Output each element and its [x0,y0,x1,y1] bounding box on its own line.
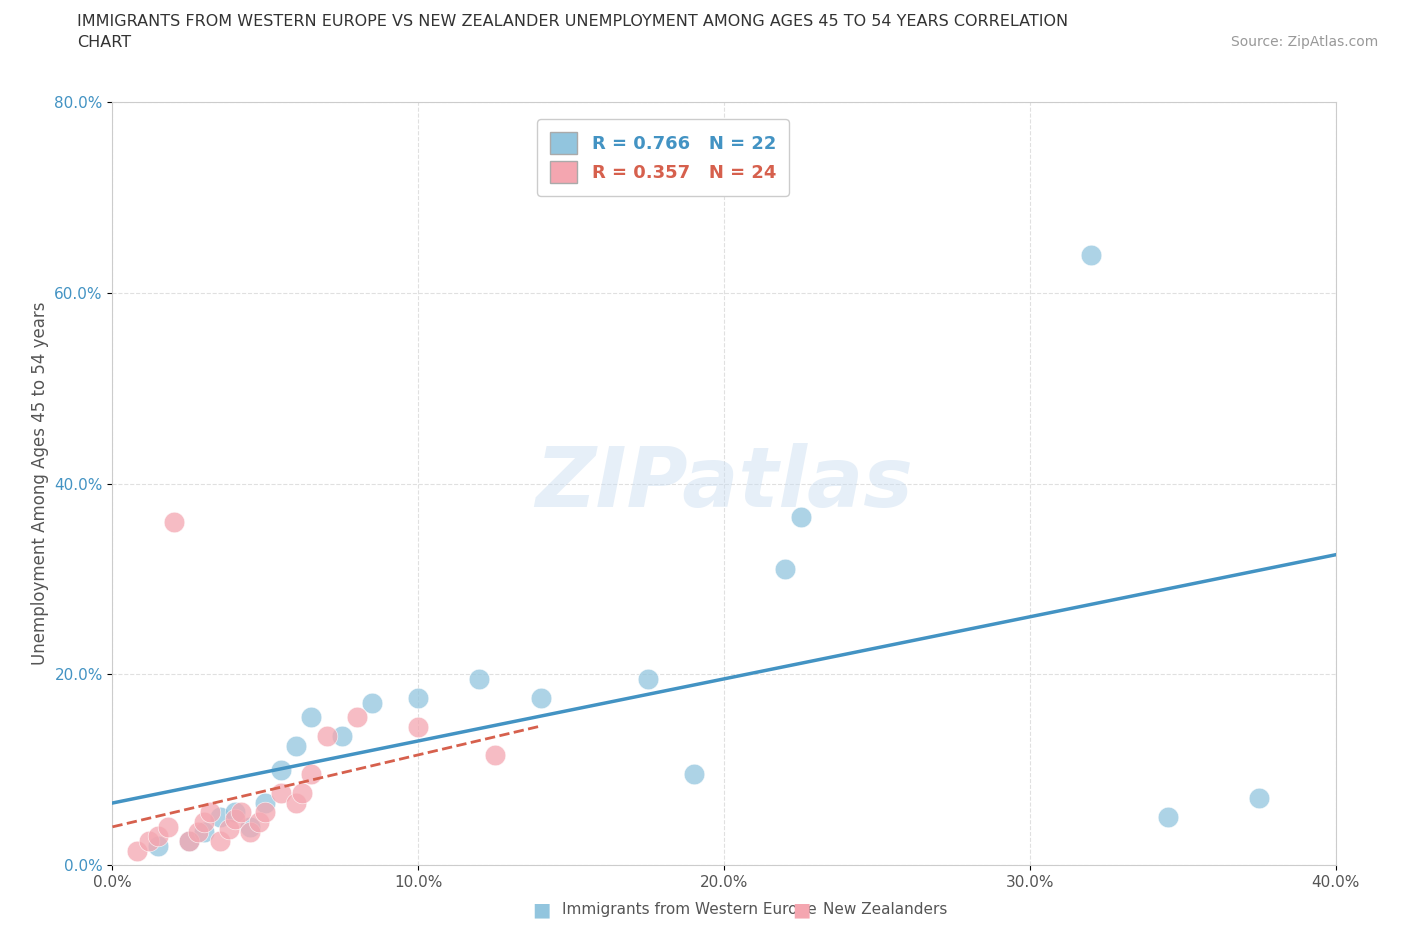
Point [148,829,170,844]
Text: Source: ZipAtlas.com: Source: ZipAtlas.com [1230,35,1378,49]
Point [224,812,246,827]
Point [138,833,160,848]
Text: Immigrants from Western Europe: Immigrants from Western Europe [562,902,817,917]
Point [408,719,430,734]
Point [224,805,246,820]
Point [177,833,200,848]
Point [1080,247,1102,262]
Point [361,696,384,711]
Point [1249,790,1271,805]
Point [299,767,322,782]
Point [208,833,231,848]
Point [284,738,308,753]
Point [163,514,186,529]
Text: ZIPatlas: ZIPatlas [536,443,912,525]
Text: IMMIGRANTS FROM WESTERN EUROPE VS NEW ZEALANDER UNEMPLOYMENT AMONG AGES 45 TO 54: IMMIGRANTS FROM WESTERN EUROPE VS NEW ZE… [77,14,1069,29]
Point [299,710,322,724]
Point [1156,810,1178,825]
Point [177,833,200,848]
Point [408,691,430,706]
Point [254,795,277,810]
Point [200,805,222,820]
Legend: R = 0.766   N = 22, R = 0.357   N = 24: R = 0.766 N = 22, R = 0.357 N = 24 [537,119,789,195]
Point [637,671,659,686]
Point [247,815,270,830]
Point [346,710,368,724]
Point [484,748,506,763]
Point [208,810,231,825]
Text: ■: ■ [531,900,551,919]
Point [789,510,811,525]
Text: New Zealanders: New Zealanders [823,902,946,917]
Point [468,671,491,686]
Text: CHART: CHART [77,35,131,50]
Point [156,819,179,834]
Point [330,729,353,744]
Point [270,786,292,801]
Text: ■: ■ [792,900,811,919]
Point [218,821,240,836]
Y-axis label: Unemployment Among Ages 45 to 54 years: Unemployment Among Ages 45 to 54 years [31,302,49,665]
Point [291,786,314,801]
Point [125,844,148,858]
Point [530,691,553,706]
Point [254,805,277,820]
Point [187,824,209,839]
Point [229,805,252,820]
Point [270,763,292,777]
Point [193,824,215,839]
Point [682,767,704,782]
Point [775,562,797,577]
Point [284,795,308,810]
Point [148,839,170,854]
Point [239,824,262,839]
Point [193,815,215,830]
Point [239,819,262,834]
Point [315,729,337,744]
